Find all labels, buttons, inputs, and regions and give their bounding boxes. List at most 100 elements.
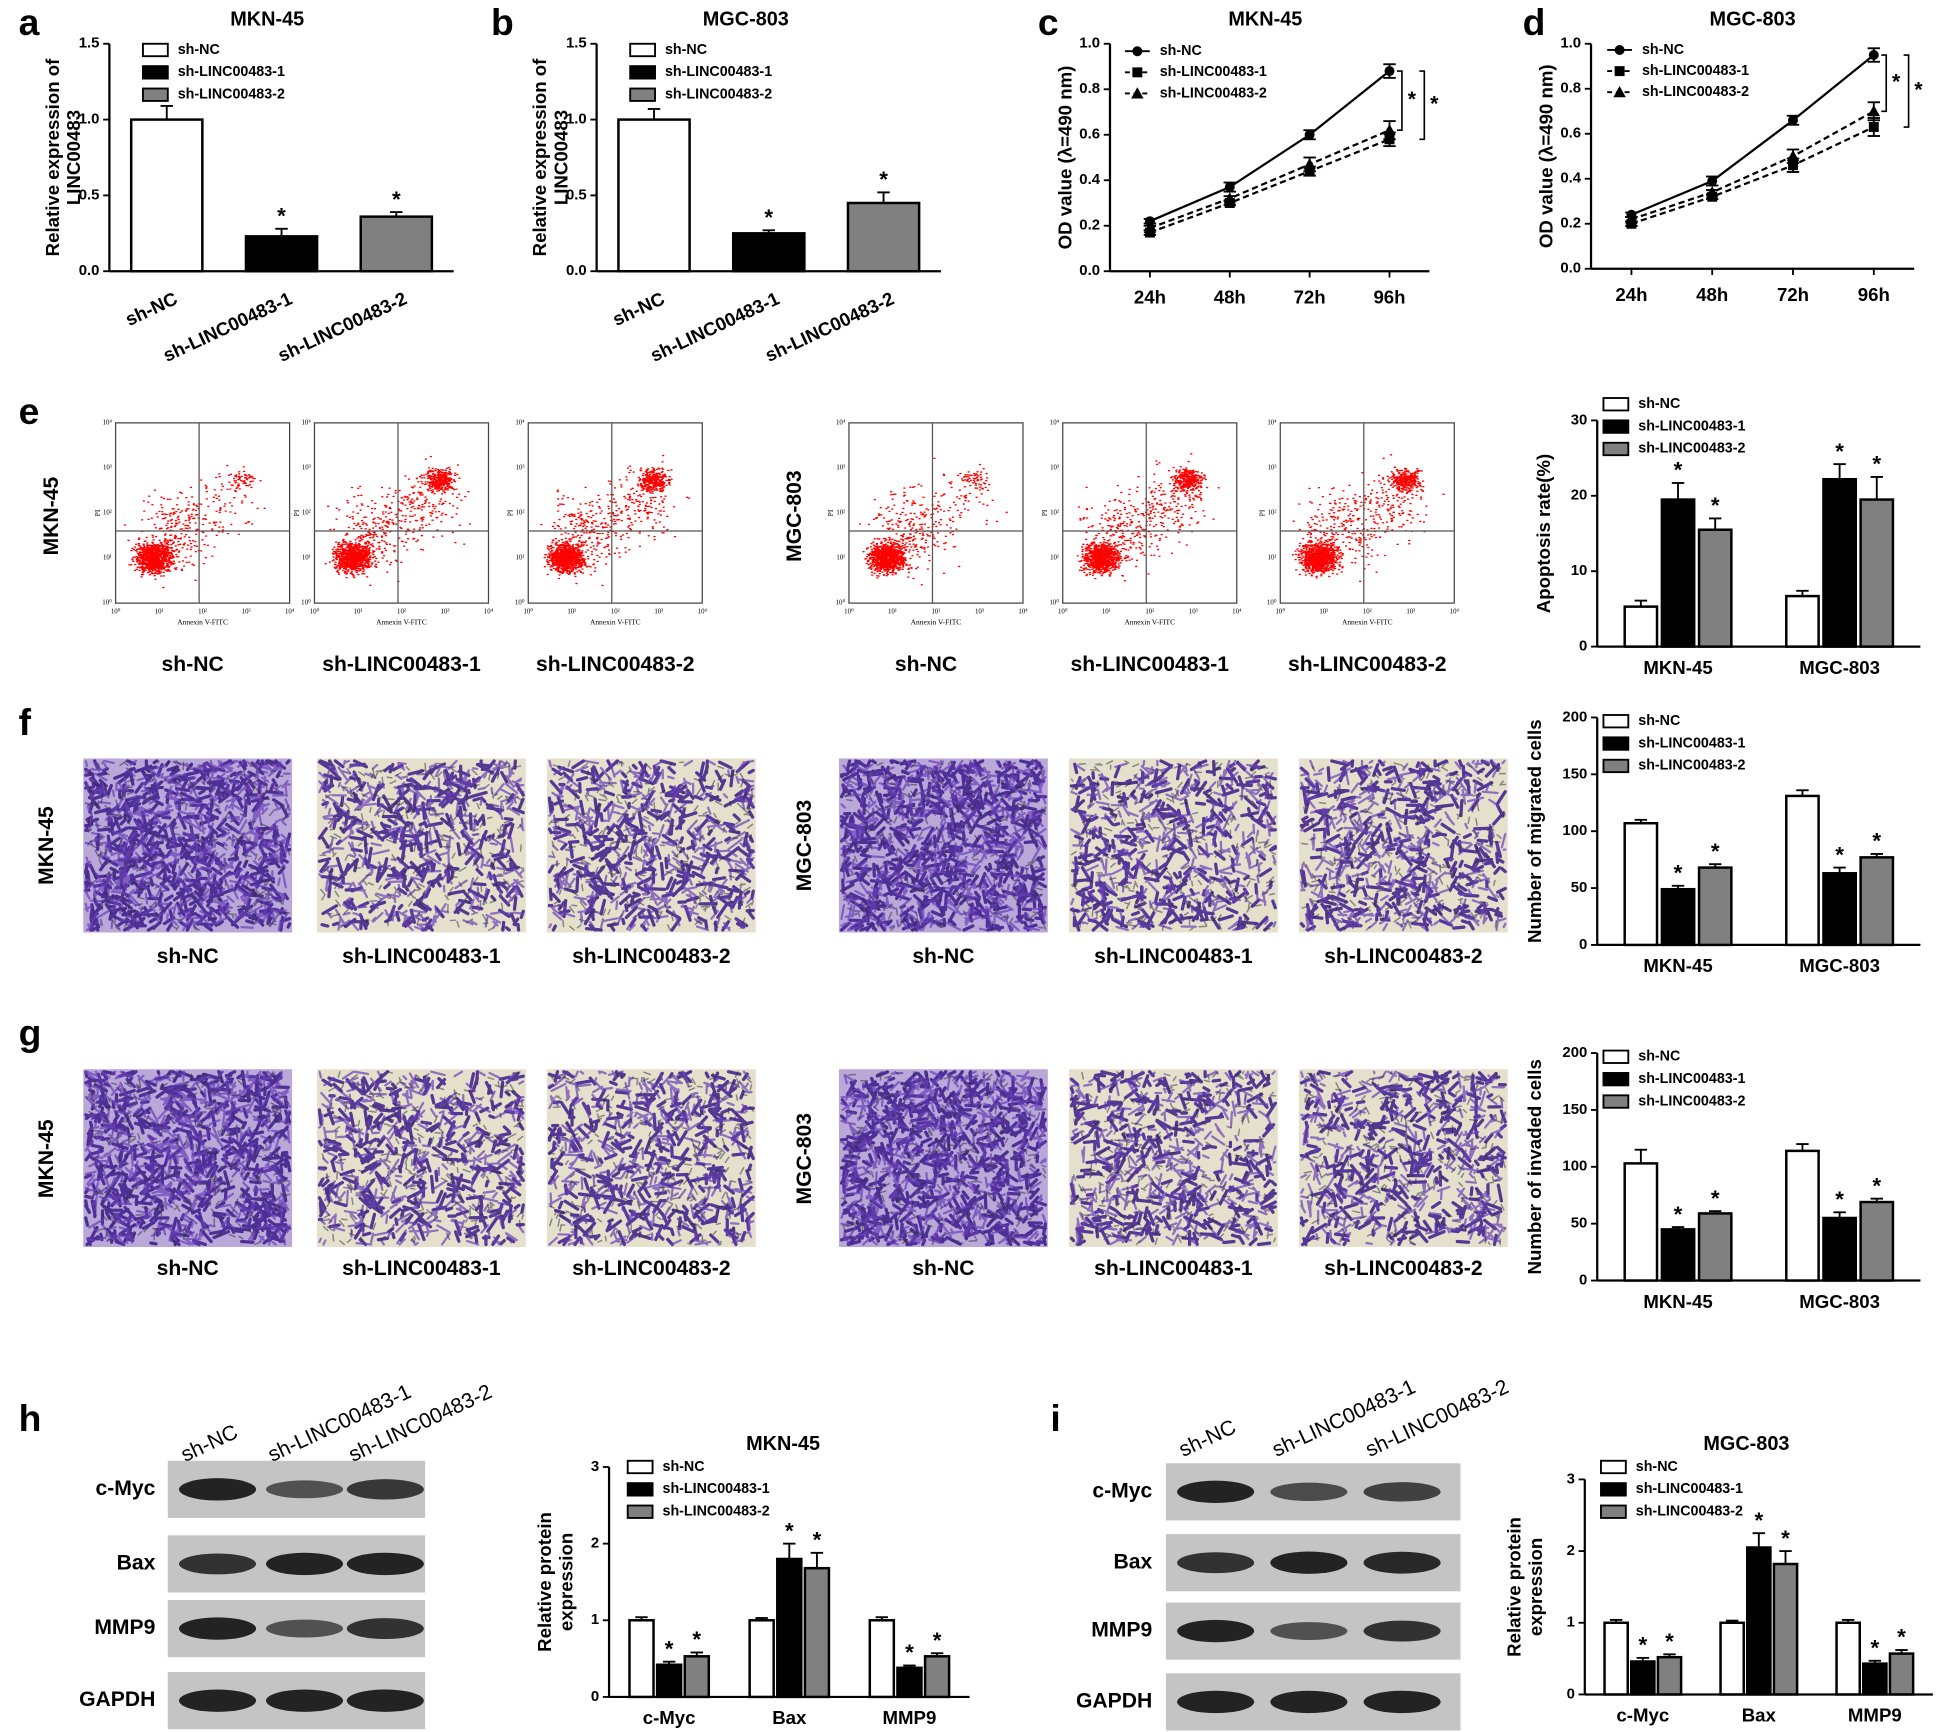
flow-tick-label: 10³ <box>975 608 984 615</box>
bar <box>1603 1621 1629 1696</box>
flow-tick-label: 10¹ <box>1319 608 1328 615</box>
significance-star: * <box>1711 1186 1720 1211</box>
x-tick-label: c-Myc <box>643 1707 696 1728</box>
protein-label: c-Myc <box>1092 1479 1152 1502</box>
group-label: sh-LINC00483-2 <box>572 945 731 968</box>
chart-title: MGC-803 <box>1710 8 1796 30</box>
cell-stain <box>1303 1070 1507 1246</box>
flow-tick-label: 10⁴ <box>836 419 846 426</box>
legend-marker <box>1614 45 1625 55</box>
protein-label: Bax <box>117 1552 156 1575</box>
blot-band <box>1363 1482 1441 1502</box>
legend-swatch <box>142 65 169 80</box>
legend-label: sh-NC <box>1638 396 1680 412</box>
group-label: sh-LINC00483-1 <box>1071 653 1230 676</box>
significance-star: * <box>692 1627 701 1652</box>
legend-label: sh-LINC00483-2 <box>1642 84 1749 100</box>
flow-tick-label: 10⁰ <box>836 599 846 607</box>
y-tick-label: 1.0 <box>566 112 587 128</box>
flow-tick-label: 10³ <box>654 608 663 615</box>
legend-swatch <box>1600 1459 1627 1475</box>
flow-tick-label: 10³ <box>1189 608 1198 615</box>
blot-band <box>1177 1552 1255 1574</box>
flow-tick-label: 10⁰ <box>1049 599 1059 607</box>
blot-band <box>265 1480 344 1499</box>
significance-star: * <box>1408 88 1417 111</box>
legend-swatch <box>142 87 169 102</box>
legend-label: sh-LINC00483-1 <box>1638 418 1745 434</box>
group-label: sh-LINC00483-2 <box>572 1257 731 1280</box>
row-label: MGC-803 <box>793 800 816 892</box>
legend-swatch <box>626 1504 654 1519</box>
x-tick-label: MKN-45 <box>1643 955 1712 976</box>
x-tick-label: 72h <box>1777 284 1809 305</box>
flow-axis-label: Annexin V-FITC <box>177 618 228 627</box>
flow-tick-label: 10² <box>1050 510 1059 517</box>
significance-star: * <box>933 1628 942 1653</box>
legend-swatch <box>629 87 656 102</box>
blot-band <box>265 1552 344 1576</box>
significance-star: * <box>277 203 286 228</box>
legend-label: sh-LINC00483-1 <box>178 64 285 80</box>
protein-label: MMP9 <box>94 1616 155 1639</box>
protein-label: c-Myc <box>95 1477 155 1500</box>
cell-stain <box>86 1070 291 1246</box>
panel-letter: a <box>19 1 40 43</box>
cell-stain <box>1300 760 1507 931</box>
significance-star: * <box>1870 1635 1879 1660</box>
legend-swatch <box>1600 1482 1627 1497</box>
bar <box>1888 1652 1915 1696</box>
flow-tick-label: 10³ <box>302 464 311 471</box>
blot-band <box>1177 1690 1255 1714</box>
group-label: sh-LINC00483-1 <box>342 945 501 968</box>
bar <box>617 118 691 273</box>
flow-tick-label: 10³ <box>1050 464 1059 471</box>
flow-tick-label: 10⁴ <box>103 419 113 426</box>
row-label: MGC-803 <box>783 470 806 562</box>
legend-swatch <box>1602 419 1630 434</box>
x-tick-label: MMP9 <box>1848 1705 1902 1726</box>
y-tick-label: 1.0 <box>1560 36 1581 52</box>
bar <box>803 1566 831 1699</box>
legend-swatch <box>1602 441 1630 457</box>
legend-swatch <box>626 1482 654 1497</box>
flow-axis-label: Annexin V-FITC <box>911 618 962 627</box>
blot-band <box>346 1618 424 1640</box>
flow-tick-label: 10³ <box>103 464 112 471</box>
flow-axis-label: Annexin V-FITC <box>1342 618 1393 627</box>
legend-label: sh-LINC00483-1 <box>1636 1481 1743 1497</box>
point <box>1868 122 1879 132</box>
significance-star: * <box>813 1528 822 1553</box>
panel-letter: f <box>19 701 32 743</box>
bar <box>683 1655 711 1699</box>
bar <box>776 1557 803 1699</box>
line <box>1149 129 1390 230</box>
y-tick-label: 0 <box>591 1689 599 1705</box>
group-label: sh-LINC00483-2 <box>536 653 694 676</box>
legend-label: sh-NC <box>178 42 220 58</box>
flow-tick-label: 10³ <box>441 608 450 615</box>
significance-star: * <box>1674 458 1683 483</box>
flow-tick-label: 10⁴ <box>1050 419 1060 426</box>
y-tick-label: 0.5 <box>566 187 587 203</box>
blot-band <box>1270 1551 1348 1574</box>
cell-stain <box>840 759 1047 932</box>
bar <box>1623 605 1659 648</box>
legend-marker <box>1131 87 1144 99</box>
group-label: sh-LINC00483-1 <box>342 1257 501 1280</box>
flow-axis-label: PI <box>93 509 102 516</box>
flow-plot-frame <box>114 422 291 604</box>
legend-label: sh-LINC00483-1 <box>1638 1071 1745 1087</box>
y-tick-label: 10 <box>1571 563 1588 579</box>
legend-label: sh-NC <box>1638 713 1680 729</box>
bar <box>1859 1200 1895 1282</box>
y-tick-label: 20 <box>1571 488 1588 504</box>
chart-title: MKN-45 <box>746 1433 820 1455</box>
point <box>1224 182 1235 193</box>
bar <box>1697 1212 1733 1282</box>
point <box>1625 213 1638 225</box>
line <box>1631 110 1875 221</box>
line <box>1631 125 1875 225</box>
significance-bracket <box>1419 70 1426 141</box>
x-tick-label: 96h <box>1858 284 1890 305</box>
